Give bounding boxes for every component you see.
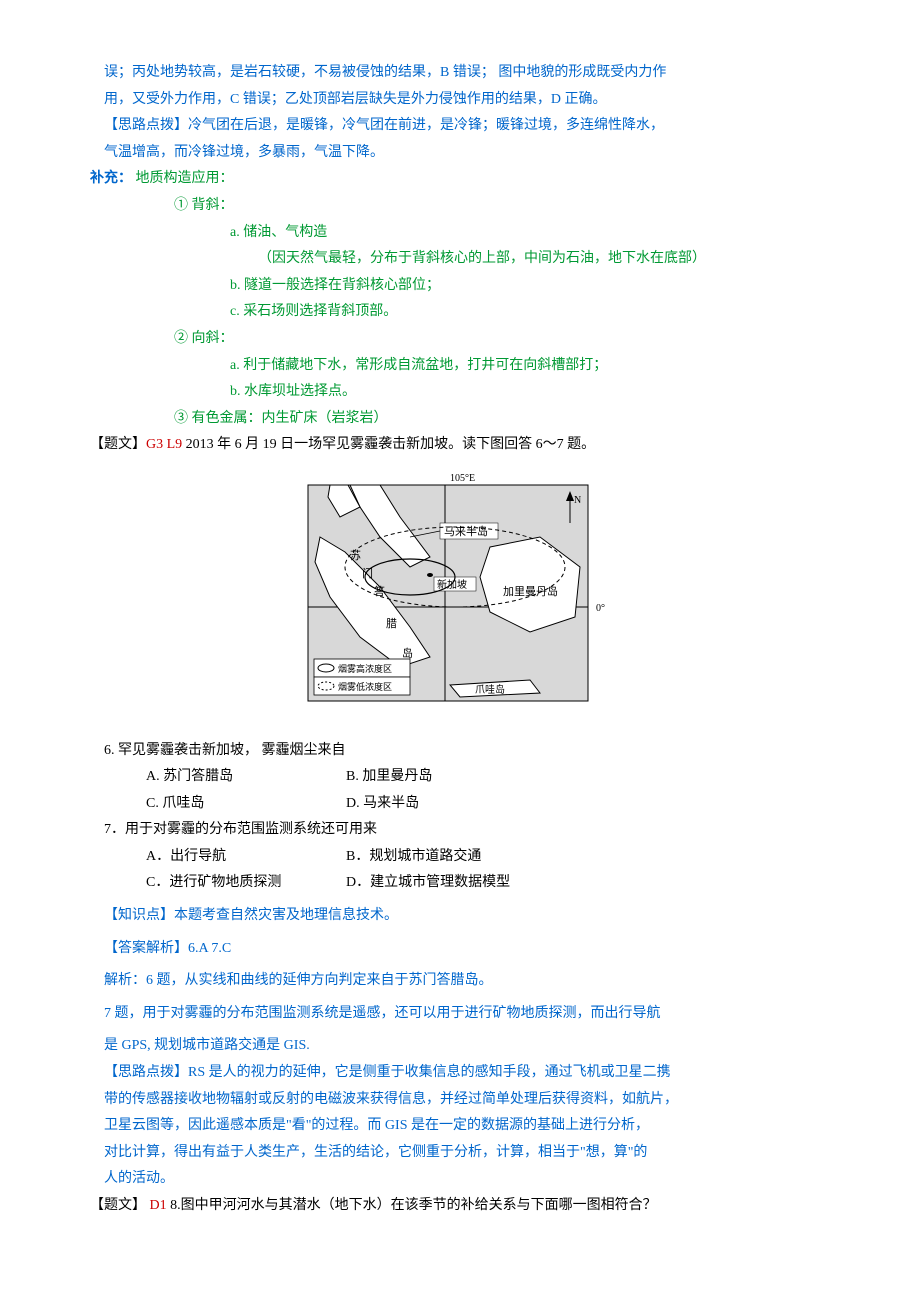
tip-label: 【思路点拨】 <box>104 118 188 133</box>
map-sumatra-1: 苏 <box>350 549 361 562</box>
q7-c: C．进行矿物地质探测 <box>146 870 346 897</box>
q7-opts-2: C．进行矿物地质探测D．建立城市管理数据模型 <box>90 870 830 897</box>
sup-2b: b. 水库坝址选择点。 <box>90 379 830 406</box>
answer-label: 【答案解析】 <box>104 941 188 956</box>
supplement-label: 补充： <box>90 171 132 186</box>
tip67-t1: RS 是人的视力的延伸，它是侧重于收集信息的感知手段，通过飞机或卫星二携 <box>188 1065 671 1080</box>
q6-c: C. 爪哇岛 <box>146 791 346 818</box>
sup-1b: b. 隧道一般选择在背斜核心部位； <box>90 273 830 300</box>
map-sumatra-4: 腊 <box>386 617 397 630</box>
q7-a: A．出行导航 <box>146 844 346 871</box>
map-java-label: 爪哇岛 <box>475 683 505 696</box>
q7-opts-1: A．出行导航B．规划城市道路交通 <box>90 844 830 871</box>
knowledge-label: 【知识点】 <box>104 908 174 923</box>
svg-text:N: N <box>574 495 581 506</box>
exp-7b: 是 GPS, 规划城市道路交通是 GIS. <box>90 1033 830 1060</box>
legend-low: 烟雾低浓度区 <box>338 681 392 692</box>
q67-stem: 2013 年 6 月 19 日一场罕见雾霾袭击新加坡。读下图回答 6～7 题。 <box>186 437 596 452</box>
sup-2a: a. 利于储藏地下水，常形成自流盆地，打井可在向斜槽部打； <box>90 353 830 380</box>
q6-opts-2: C. 爪哇岛D. 马来半岛 <box>90 791 830 818</box>
q6-d: D. 马来半岛 <box>346 796 419 811</box>
map-figure: 105°E 0° N 马来半岛 苏 门 答 腊 岛 新加坡 加里曼丹岛 爪哇岛 … <box>90 467 830 730</box>
q7-d: D．建立城市管理数据模型 <box>346 875 510 890</box>
q8-tag: D1 <box>150 1198 171 1213</box>
map-malay-label: 马来半岛 <box>444 524 488 538</box>
sup-item-1: ① 背斜： <box>90 193 830 220</box>
tip-text-1: 冷气团在后退，是暖锋，冷气团在前进，是冷锋；暖锋过境，多连绵性降水， <box>188 118 664 133</box>
tip67-l5: 人的活动。 <box>90 1166 830 1193</box>
prev-tip-line1: 【思路点拨】冷气团在后退，是暖锋，冷气团在前进，是冷锋；暖锋过境，多连绵性降水， <box>90 113 830 140</box>
q8-stem-line: 【题文】 D1 8.图中甲河河水与其潜水（地下水）在该季节的补给关系与下面哪一图… <box>90 1193 830 1220</box>
q7-stem: 7．用于对雾霾的分布范围监测系统还可用来 <box>90 817 830 844</box>
q67-prefix: 【题文】 <box>90 437 146 452</box>
q67-tag: G3 L9 <box>146 437 186 452</box>
prev-tip-line2: 气温增高，而冷锋过境，多暴雨，气温下降。 <box>90 140 830 167</box>
knowledge-text: 本题考查自然灾害及地理信息技术。 <box>174 908 398 923</box>
knowledge-67: 【知识点】本题考查自然灾害及地理信息技术。 <box>90 903 830 930</box>
exp-7a: 7 题，用于对雾霾的分布范围监测系统是遥感，还可以用于进行矿物地质探测，而出行导… <box>90 1001 830 1028</box>
q8-prefix: 【题文】 <box>90 1198 150 1213</box>
answer-67: 【答案解析】6.A 7.C <box>90 936 830 963</box>
map-lat-label: 0° <box>596 603 605 614</box>
sup-item-2: ② 向斜： <box>90 326 830 353</box>
sup-item-3: ③ 有色金属：内生矿床（岩浆岩） <box>90 406 830 433</box>
map-sumatra-5: 岛 <box>402 646 413 660</box>
tip67-label: 【思路点拨】 <box>104 1065 188 1080</box>
q67-stem-line: 【题文】G3 L9 2013 年 6 月 19 日一场罕见雾霾袭击新加坡。读下图… <box>90 432 830 459</box>
prev-answer-line1: 误；丙处地势较高，是岩石较硬，不易被侵蚀的结果，B 错误； 图中地貌的形成既受内… <box>90 60 830 87</box>
exp-6: 解析：6 题，从实线和曲线的延伸方向判定来自于苏门答腊岛。 <box>90 968 830 995</box>
tip67-l1: 【思路点拨】RS 是人的视力的延伸，它是侧重于收集信息的感知手段，通过飞机或卫星… <box>90 1060 830 1087</box>
map-singapore-label: 新加坡 <box>437 578 467 591</box>
q6-a: A. 苏门答腊岛 <box>146 764 346 791</box>
q6-b: B. 加里曼丹岛 <box>346 769 432 784</box>
supplement-header: 补充： 地质构造应用： <box>90 166 830 193</box>
sup-1c: c. 采石场则选择背斜顶部。 <box>90 299 830 326</box>
answer-text: 6.A 7.C <box>188 941 231 956</box>
prev-answer-line2: 用，又受外力作用，C 错误；乙处顶部岩层缺失是外力侵蚀作用的结果，D 正确。 <box>90 87 830 114</box>
tip67-l3: 卫星云图等，因此遥感本质是"看"的过程。而 GIS 是在一定的数据源的基础上进行… <box>90 1113 830 1140</box>
map-svg: 105°E 0° N 马来半岛 苏 门 答 腊 岛 新加坡 加里曼丹岛 爪哇岛 … <box>290 467 630 719</box>
map-lon-label: 105°E <box>450 473 475 484</box>
q6-opts-1: A. 苏门答腊岛B. 加里曼丹岛 <box>90 764 830 791</box>
q6-stem: 6. 罕见雾霾袭击新加坡， 雾霾烟尘来自 <box>90 738 830 765</box>
sup-1a: a. 储油、气构造 <box>90 220 830 247</box>
tip67-l4: 对比计算，得出有益于人类生产，生活的结论，它侧重于分析，计算，相当于"想，算"的 <box>90 1140 830 1167</box>
tip67-l2: 带的传感器接收地物辐射或反射的电磁波来获得信息，并经过简单处理后获得资料，如航片… <box>90 1087 830 1114</box>
q7-b: B．规划城市道路交通 <box>346 849 481 864</box>
sup-1a-note: （因天然气最轻，分布于背斜核心的上部，中间为石油，地下水在底部） <box>90 246 830 273</box>
legend-high: 烟雾高浓度区 <box>338 663 392 674</box>
q8-stem: 8.图中甲河河水与其潜水（地下水）在该季节的补给关系与下面哪一图相符合？ <box>170 1198 657 1213</box>
map-borneo-label: 加里曼丹岛 <box>503 584 558 598</box>
supplement-title: 地质构造应用： <box>132 171 234 186</box>
